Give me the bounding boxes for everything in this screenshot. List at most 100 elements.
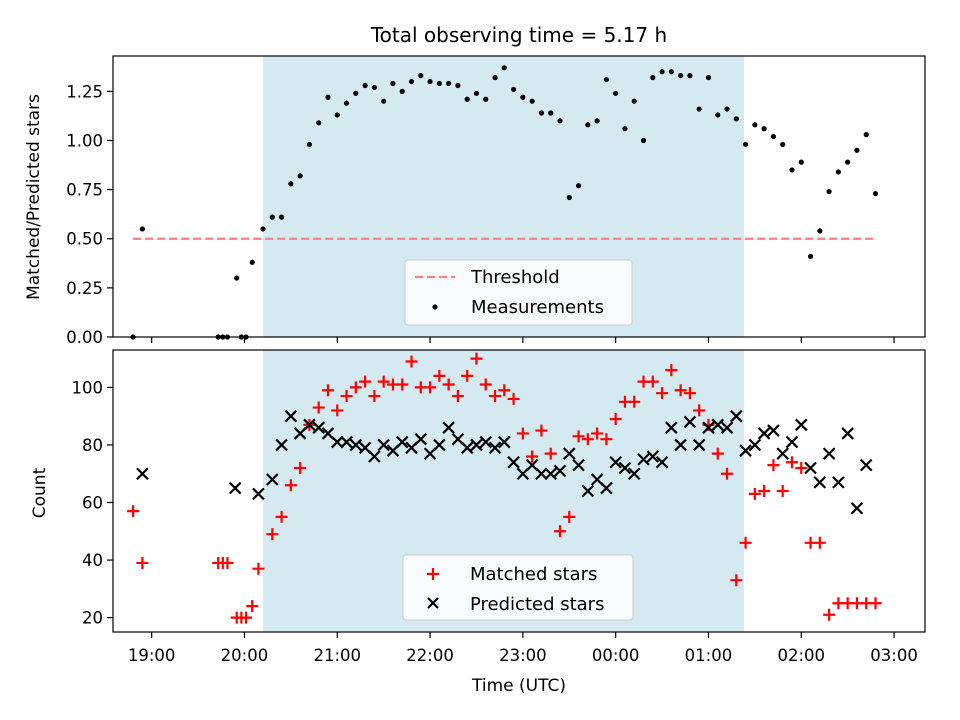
y-tick-label: 0.25 <box>66 279 103 298</box>
predicted-stars-points <box>136 409 873 515</box>
matched-star-point <box>730 574 743 587</box>
measurement-point <box>249 259 255 265</box>
matched-star-point <box>869 597 882 610</box>
measurement-point <box>362 82 368 89</box>
matched-star-point <box>284 479 297 492</box>
matched-star-point <box>424 381 437 394</box>
matched-star-point <box>359 375 372 388</box>
predicted-star-point <box>572 458 585 472</box>
predicted-star-point <box>850 501 864 515</box>
matched-star-point <box>507 392 520 405</box>
predicted-star-point <box>813 476 827 489</box>
matched-star-point <box>498 384 511 397</box>
measurement-point <box>278 214 285 220</box>
measurement-point <box>705 75 712 81</box>
predicted-star-point <box>252 487 265 501</box>
predicted-star-point <box>618 461 632 475</box>
measurement-point <box>288 181 294 187</box>
predicted-star-point <box>266 473 279 486</box>
x-tick-label: 02:00 <box>777 646 825 665</box>
matched-star-point <box>758 485 771 497</box>
matched-star-point <box>776 485 789 497</box>
predicted-star-point <box>655 455 669 469</box>
predicted-star-point <box>683 415 697 429</box>
predicted-star-point <box>433 438 446 452</box>
x-tick-label: 21:00 <box>313 646 361 665</box>
predicted-star-point <box>460 441 474 455</box>
predicted-star-point <box>562 447 576 460</box>
measurement-point <box>696 106 702 112</box>
y-tick-label: 80 <box>82 436 103 455</box>
matched-star-point <box>246 600 259 613</box>
matched-star-point <box>813 536 826 549</box>
matched-star-point <box>331 404 344 417</box>
matched-star-point <box>683 387 696 400</box>
predicted-star-point <box>776 447 789 460</box>
matched-star-point <box>711 447 724 460</box>
predicted-star-point <box>349 438 363 452</box>
predicted-star-point <box>665 421 678 434</box>
measurement-point <box>418 73 424 79</box>
time-x-axis: 19:00 20:00 21:00 22:00 23:00 00:00 01:00 02:00… <box>128 632 918 665</box>
y-tick-label: 0.75 <box>66 181 103 200</box>
predicted-star-point <box>711 418 725 432</box>
matched-star-point <box>294 461 307 474</box>
measurement-point <box>650 75 656 81</box>
matched-star-point <box>312 401 325 414</box>
ratio-y-axis: 0.00 0.25 0.50 0.75 1.00 1.25 <box>66 82 113 347</box>
matched-star-point <box>349 381 362 394</box>
x-tick-label: 20:00 <box>221 646 269 665</box>
predicted-star-point <box>859 458 873 472</box>
x-tick-label: 00:00 <box>592 646 640 665</box>
matched-star-point <box>252 562 265 575</box>
matched-star-point <box>591 427 604 440</box>
matched-star-point <box>535 424 548 437</box>
predicted-star-point <box>488 441 502 455</box>
predicted-star-point <box>395 435 409 449</box>
measurement-point <box>724 106 730 112</box>
x-tick-label: 01:00 <box>685 646 733 665</box>
measurement-point <box>640 137 647 144</box>
predicted-star-point <box>646 450 660 463</box>
matched-star-point <box>451 390 464 403</box>
measurement-point <box>659 69 665 75</box>
count-panel-frame <box>112 349 926 633</box>
predicted-star-point <box>720 421 734 434</box>
measurement-point <box>399 88 405 94</box>
predicted-star-point <box>609 455 622 469</box>
matched-star-point <box>221 556 234 569</box>
x-axis-label: Time (UTC) <box>471 676 566 696</box>
ratio-panel-frame <box>112 55 926 338</box>
matched-star-point <box>479 378 492 391</box>
matched-star-point <box>240 611 253 624</box>
predicted-star-point <box>377 438 390 452</box>
measurement-point <box>817 228 823 234</box>
measurement-point <box>371 84 377 91</box>
measurement-point <box>260 226 266 232</box>
matched-star-point <box>470 352 483 365</box>
measurement-point <box>613 90 619 96</box>
predicted-star-point <box>303 418 316 432</box>
measurements-legend-swatch <box>432 304 438 310</box>
measurement-point <box>780 141 786 148</box>
matched-star-point <box>563 510 576 523</box>
matched-star-point <box>516 427 529 440</box>
matched-star-point <box>693 404 706 417</box>
measurement-point <box>436 80 442 87</box>
predicted-star-point <box>730 409 743 423</box>
matched-legend-swatch <box>427 568 439 580</box>
matched-star-point <box>767 459 780 472</box>
measurement-point <box>807 253 814 260</box>
predicted-legend-label: Predicted stars <box>470 594 604 615</box>
x-tick-label: 19:00 <box>128 646 176 665</box>
measurement-point <box>316 120 322 126</box>
matched-star-point <box>656 387 669 400</box>
predicted-star-point <box>748 438 762 452</box>
measurements-legend-label: Measurements <box>471 297 604 318</box>
x-tick-label: 23:00 <box>499 646 547 665</box>
predicted-star-point <box>757 427 771 440</box>
measurement-point <box>538 110 545 116</box>
y-tick-label: 20 <box>82 609 103 628</box>
measurement-point <box>715 112 721 118</box>
predicted-star-point <box>739 444 752 457</box>
